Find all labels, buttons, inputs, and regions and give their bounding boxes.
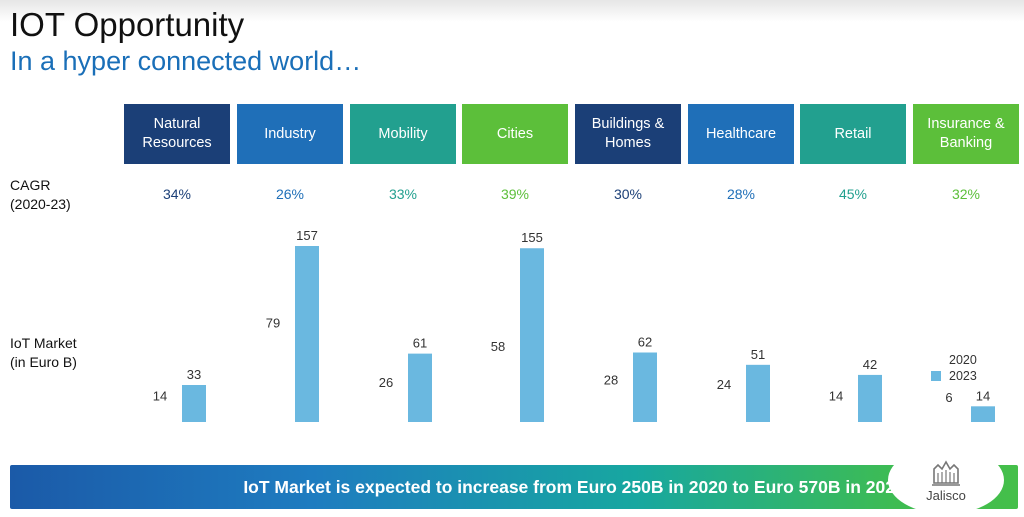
value-label-2023-7: 14 [976, 388, 990, 403]
value-label-2023-1: 157 [296, 228, 318, 243]
value-label-2023-0: 33 [187, 367, 201, 382]
market-label-line2: (in Euro B) [10, 354, 77, 370]
bar-2023-4 [633, 352, 657, 422]
legend-label-2020: 2020 [949, 353, 977, 367]
legend-label-2023: 2023 [949, 369, 977, 383]
jalisco-logo: Jalisco [888, 446, 1004, 514]
category-header-2: Mobility [350, 104, 456, 164]
page-title: IOT Opportunity [10, 6, 245, 43]
summary-banner-text: IoT Market is expected to increase from … [243, 476, 905, 497]
value-label-2020-7: 6 [945, 390, 952, 405]
category-label-line1: Natural [153, 116, 201, 132]
value-label-2023-2: 61 [413, 336, 427, 351]
category-label-line1: Healthcare [705, 125, 777, 142]
category-label-line1: Retail [834, 125, 872, 142]
category-label-line1: Industry [264, 125, 316, 142]
value-label-2020-2: 26 [379, 375, 393, 390]
bar-2023-6 [858, 374, 882, 422]
bar-2023-5 [746, 364, 770, 422]
cagr-value-6: 45% [838, 186, 868, 202]
category-label-line2: Homes [605, 135, 651, 151]
summary-banner: IoT Market is expected to increase from … [10, 465, 1018, 509]
category-label-line1: Mobility [378, 125, 428, 142]
category-header-5: Healthcare [688, 104, 794, 164]
bar-2023-2 [408, 353, 432, 422]
category-header-4: Buildings & Homes [575, 104, 681, 164]
category-header-7: Insurance & Banking [913, 104, 1019, 164]
value-label-2023-6: 42 [863, 357, 877, 372]
crest-icon [932, 460, 960, 486]
value-label-2020-1: 79 [266, 315, 280, 330]
cagr-value-3: 39% [500, 186, 530, 202]
category-label-line1: Cities [496, 125, 534, 142]
category-header-0: Natural Resources [124, 104, 230, 164]
category-header-6: Retail [800, 104, 906, 164]
legend-item-2020: 2020 [931, 352, 977, 368]
category-label-line2: Banking [939, 135, 993, 151]
cagr-row-label: CAGR (2020-23) [10, 176, 71, 214]
market-label-line1: IoT Market [10, 335, 77, 351]
value-label-2023-5: 51 [751, 347, 765, 362]
category-label-line2: Resources [142, 135, 212, 151]
value-label-2020-5: 24 [717, 377, 731, 392]
chart-legend: 2020 2023 [931, 352, 977, 384]
category-header-3: Cities [462, 104, 568, 164]
cagr-value-7: 32% [951, 186, 981, 202]
cagr-value-5: 28% [726, 186, 756, 202]
category-label-line1: Buildings & [591, 116, 665, 132]
value-label-2020-6: 14 [829, 388, 843, 403]
cagr-value-4: 30% [613, 186, 643, 202]
logo-text: Jalisco [926, 488, 966, 503]
cagr-value-0: 34% [162, 186, 192, 202]
category-label-line1: Insurance & [927, 116, 1005, 132]
bar-2023-7 [971, 406, 995, 422]
bar-2023-0 [182, 385, 206, 422]
cagr-value-2: 33% [388, 186, 418, 202]
value-label-2023-4: 62 [638, 334, 652, 349]
legend-swatch-2023 [931, 371, 941, 381]
bar-2023-1 [295, 246, 319, 422]
cagr-label-line1: CAGR [10, 177, 51, 193]
value-label-2020-0: 14 [153, 388, 167, 403]
value-label-2023-3: 155 [521, 230, 543, 245]
legend-item-2023: 2023 [931, 368, 977, 384]
bar-2023-3 [520, 248, 544, 422]
market-row-label: IoT Market (in Euro B) [10, 334, 77, 372]
page-subtitle: In a hyper connected world… [10, 46, 362, 76]
top-shade [0, 0, 1024, 22]
cagr-label-line2: (2020-23) [10, 196, 71, 212]
value-label-2020-4: 28 [604, 373, 618, 388]
category-header-1: Industry [237, 104, 343, 164]
value-label-2020-3: 58 [491, 339, 505, 354]
cagr-value-1: 26% [275, 186, 305, 202]
